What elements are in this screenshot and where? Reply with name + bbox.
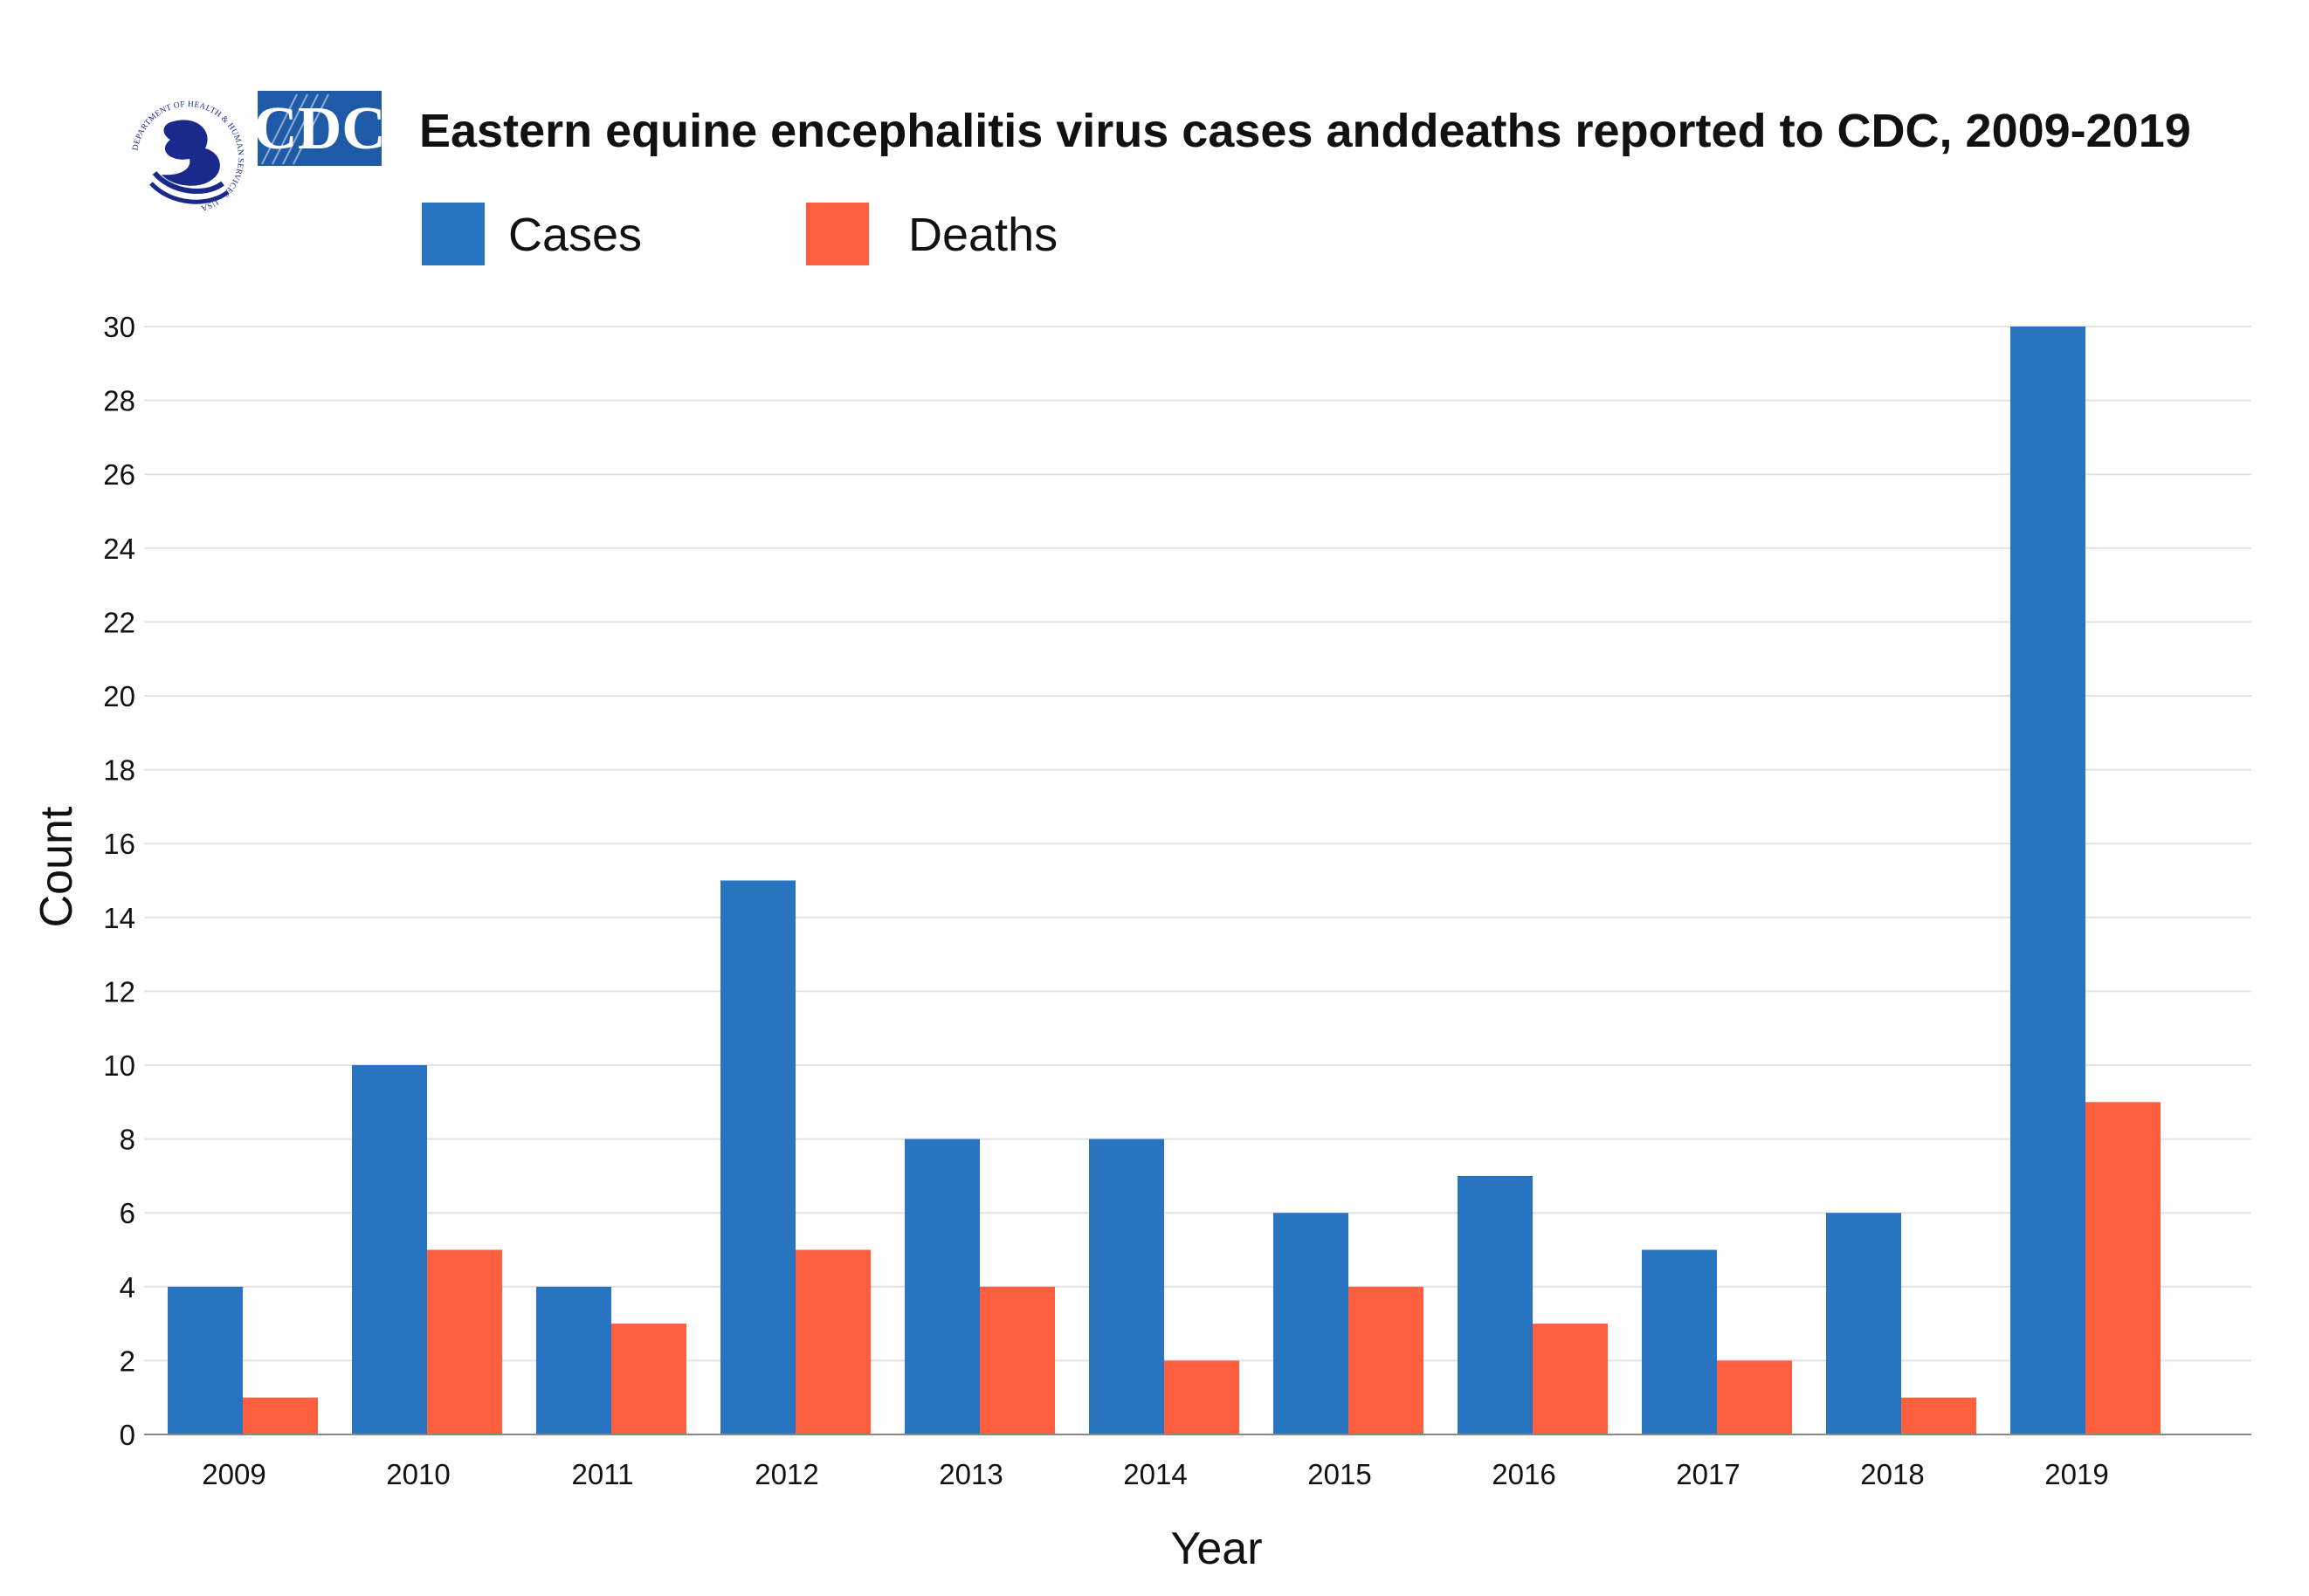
bar-cases-2017 <box>1642 1249 1717 1434</box>
hhs-logo: DEPARTMENT OF HEALTH & HUMAN SERVICES · … <box>131 100 244 212</box>
y-tick-label: 6 <box>120 1197 135 1229</box>
bar-cases-2013 <box>905 1139 980 1434</box>
y-tick-label: 8 <box>120 1124 135 1156</box>
bar-cases-2016 <box>1458 1175 1533 1434</box>
y-axis-title: Count <box>31 806 82 927</box>
x-tick-label: 2019 <box>2044 1458 2108 1490</box>
bar-cases-2014 <box>1089 1139 1164 1434</box>
bar-cases-2018 <box>1826 1213 1901 1434</box>
y-tick-label: 24 <box>103 533 135 565</box>
gridlines <box>144 326 2251 1362</box>
y-tick-label: 26 <box>103 458 135 491</box>
x-tick-label: 2017 <box>1676 1458 1740 1490</box>
x-tick-label: 2018 <box>1860 1458 1924 1490</box>
x-tick-label: 2009 <box>202 1458 265 1490</box>
y-tick-label: 18 <box>103 754 135 787</box>
bar-deaths-2015 <box>1348 1286 1423 1434</box>
x-axis-ticks: 2009 2010 2011 2012 2013 2014 2015 2016 2017 2018… <box>202 1458 2108 1490</box>
bar-cases-2019 <box>2010 327 2085 1434</box>
legend-swatch-deaths <box>806 203 869 265</box>
bar-cases-2010 <box>352 1065 427 1434</box>
bar-deaths-2011 <box>611 1324 686 1434</box>
y-tick-label: 22 <box>103 606 135 638</box>
bar-deaths-2016 <box>1533 1324 1608 1434</box>
y-tick-label: 16 <box>103 828 135 860</box>
x-axis-title: Year <box>1170 1524 1262 1574</box>
bars <box>168 327 2161 1434</box>
cdc-logo: CDC <box>253 91 386 166</box>
x-tick-label: 2011 <box>572 1458 634 1490</box>
legend: Cases Deaths <box>422 203 1058 265</box>
y-tick-label: 28 <box>103 385 135 417</box>
bar-deaths-2018 <box>1901 1397 1976 1434</box>
bar-deaths-2012 <box>796 1249 871 1434</box>
x-tick-label: 2013 <box>939 1458 1003 1490</box>
legend-swatch-cases <box>422 203 485 265</box>
bar-deaths-2010 <box>427 1249 502 1434</box>
bar-cases-2012 <box>720 880 796 1434</box>
y-tick-label: 0 <box>120 1419 135 1451</box>
y-tick-label: 20 <box>103 680 135 712</box>
y-tick-label: 4 <box>120 1271 135 1304</box>
chart-title: Eastern equine encephalitis virus cases … <box>419 105 2191 157</box>
bar-cases-2009 <box>168 1286 243 1434</box>
x-tick-label: 2012 <box>755 1458 818 1490</box>
bar-deaths-2014 <box>1164 1360 1239 1434</box>
bar-cases-2011 <box>536 1286 611 1434</box>
bar-deaths-2013 <box>980 1286 1055 1434</box>
legend-label-deaths: Deaths <box>908 209 1058 261</box>
hhs-eagle-icon <box>162 120 220 186</box>
y-tick-label: 30 <box>103 311 135 343</box>
legend-label-cases: Cases <box>508 209 642 261</box>
y-tick-label: 2 <box>120 1345 135 1377</box>
x-tick-label: 2015 <box>1307 1458 1371 1490</box>
bar-deaths-2009 <box>243 1397 318 1434</box>
cdc-logo-text: CDC <box>253 95 386 162</box>
bar-deaths-2019 <box>2085 1102 2161 1434</box>
x-tick-label: 2016 <box>1492 1458 1555 1490</box>
y-tick-label: 12 <box>103 975 135 1008</box>
bar-cases-2015 <box>1273 1213 1348 1434</box>
y-tick-label: 14 <box>103 902 135 934</box>
bar-deaths-2017 <box>1717 1360 1792 1434</box>
y-tick-label: 10 <box>103 1049 135 1082</box>
x-tick-label: 2010 <box>386 1458 450 1490</box>
x-tick-label: 2014 <box>1123 1458 1187 1490</box>
